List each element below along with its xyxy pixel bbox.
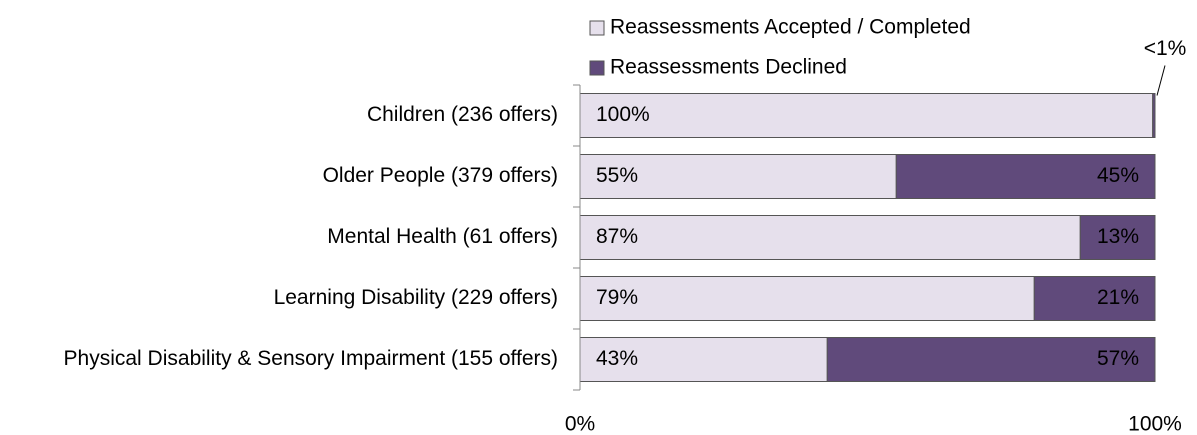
bar-segment — [579, 276, 1035, 321]
bar-segment — [579, 337, 828, 382]
bar-segment — [1079, 215, 1156, 260]
x-tick-label: 0% — [565, 413, 595, 435]
data-label: 55% — [596, 164, 638, 187]
legend-label: Reassessments Accepted / Completed — [610, 16, 971, 39]
data-label: 43% — [596, 347, 638, 370]
data-label: 100% — [596, 103, 650, 126]
data-label: 13% — [1097, 225, 1139, 248]
bar-segment — [579, 93, 1154, 138]
data-label: 21% — [1097, 286, 1139, 309]
y-tick-label: Mental Health (61 offers) — [327, 225, 558, 248]
leader-line — [1156, 65, 1166, 96]
bar-segment — [826, 337, 1156, 382]
bar-segment — [1033, 276, 1156, 321]
bar-segment — [579, 154, 897, 199]
legend-swatch — [589, 20, 605, 36]
bar-segment — [579, 215, 1081, 260]
bar-segment — [1152, 93, 1156, 138]
legend-label: Reassessments Declined — [610, 56, 847, 79]
y-tick-label: Physical Disability & Sensory Impairment… — [64, 347, 558, 370]
y-tick-label: Children (236 offers) — [367, 103, 558, 126]
data-label: <1% — [1144, 37, 1187, 60]
bar-segment — [895, 154, 1156, 199]
data-label: 57% — [1097, 347, 1139, 370]
y-tick-label: Older People (379 offers) — [323, 164, 558, 187]
legend-swatch — [589, 60, 605, 76]
x-tick-label: 100% — [1128, 413, 1182, 435]
data-label: 45% — [1097, 164, 1139, 187]
data-label: 79% — [596, 286, 638, 309]
data-label: 87% — [596, 225, 638, 248]
y-tick-label: Learning Disability (229 offers) — [274, 286, 558, 309]
